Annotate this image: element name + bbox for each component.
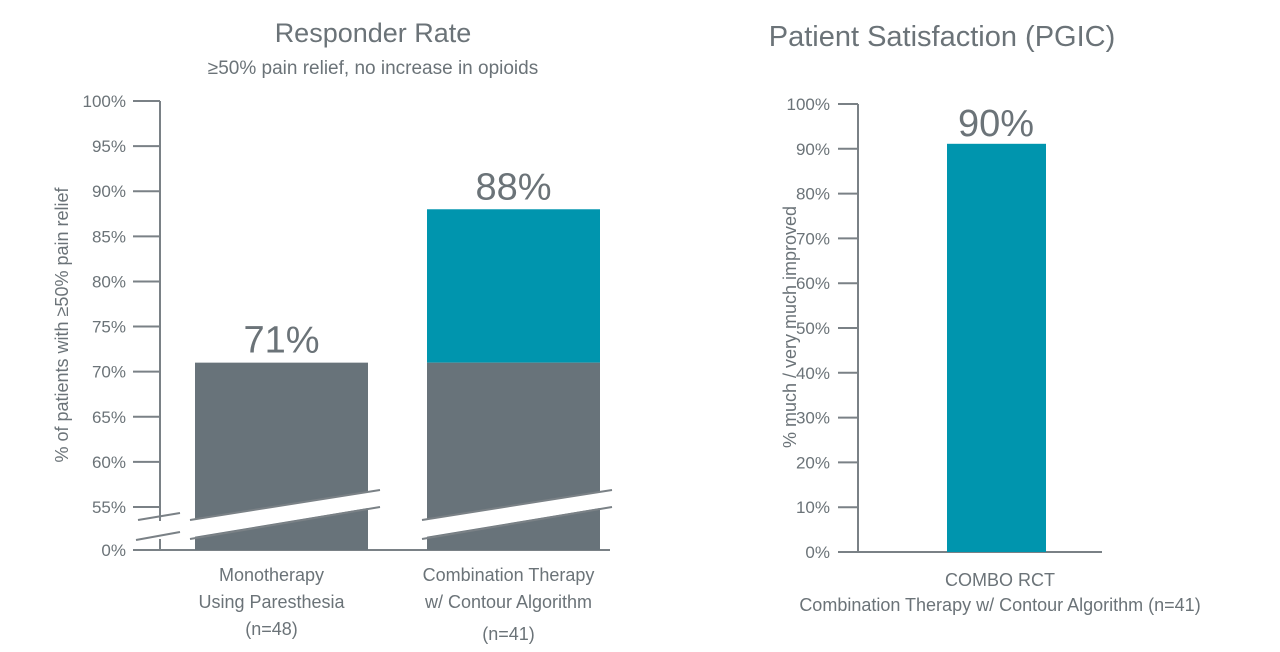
left-ytick-label: 75% xyxy=(92,318,126,337)
left-ytick-label: 55% xyxy=(92,498,126,517)
right-ytick-label: 70% xyxy=(796,229,830,248)
x-category-label: Monotherapy xyxy=(219,565,324,585)
axis-break-band xyxy=(187,490,380,538)
axis-break-slash xyxy=(137,512,181,521)
right-ytick-label: 60% xyxy=(796,274,830,293)
left-ytick-label: 65% xyxy=(92,408,126,427)
left-ytick-label: 90% xyxy=(92,182,126,201)
bar-data-label: 90% xyxy=(958,103,1034,145)
left-ytick-label: 70% xyxy=(92,363,126,382)
axis-break-line xyxy=(421,506,613,540)
right-title: Patient Satisfaction (PGIC) xyxy=(769,21,1116,53)
left-ylabel: % of patients with ≥50% pain relief xyxy=(52,186,72,462)
x-category-label: Combination Therapy w/ Contour Algorithm… xyxy=(799,595,1200,615)
right-ytick-label: 90% xyxy=(796,140,830,159)
right-ytick-label: 50% xyxy=(796,319,830,338)
right-ytick-label: 100% xyxy=(787,95,830,114)
x-category-label: w/ Contour Algorithm xyxy=(424,592,592,612)
axis-break-band xyxy=(419,490,612,538)
left-ytick-label: 95% xyxy=(92,137,126,156)
left-ytick-label: 80% xyxy=(92,272,126,291)
right-ytick-label: 30% xyxy=(796,409,830,428)
axis-break-line xyxy=(189,506,381,540)
axis-break-slash xyxy=(135,531,181,541)
x-category-label: COMBO RCT xyxy=(945,570,1055,590)
bar-combination-increment xyxy=(427,209,600,363)
right-ytick-label: 80% xyxy=(796,185,830,204)
x-category-label: (n=48) xyxy=(245,619,298,639)
right-ylabel: % much / very much improved xyxy=(780,206,800,448)
bar-data-label: 88% xyxy=(475,166,551,208)
right-ytick-label: 10% xyxy=(796,498,830,517)
axis-break-line xyxy=(421,489,613,521)
left-title: Responder Rate xyxy=(275,18,472,48)
bar-data-label: 71% xyxy=(243,320,319,362)
right-ytick-label: 0% xyxy=(805,543,830,562)
bar-combo-rct xyxy=(947,143,1046,553)
x-category-label: Combination Therapy xyxy=(423,565,595,585)
right-ytick-label: 40% xyxy=(796,364,830,383)
left-ytick-label: 60% xyxy=(92,453,126,472)
left-ytick-label: 100% xyxy=(83,92,126,111)
x-category-label: (n=41) xyxy=(482,624,535,644)
x-category-label: Using Paresthesia xyxy=(198,592,345,612)
left-ytick-label: 0% xyxy=(101,541,126,560)
left-subtitle: ≥50% pain relief, no increase in opioids xyxy=(208,58,538,79)
left-ytick-label: 85% xyxy=(92,227,126,246)
right-ytick-label: 20% xyxy=(796,453,830,472)
axis-break-line xyxy=(189,489,381,521)
